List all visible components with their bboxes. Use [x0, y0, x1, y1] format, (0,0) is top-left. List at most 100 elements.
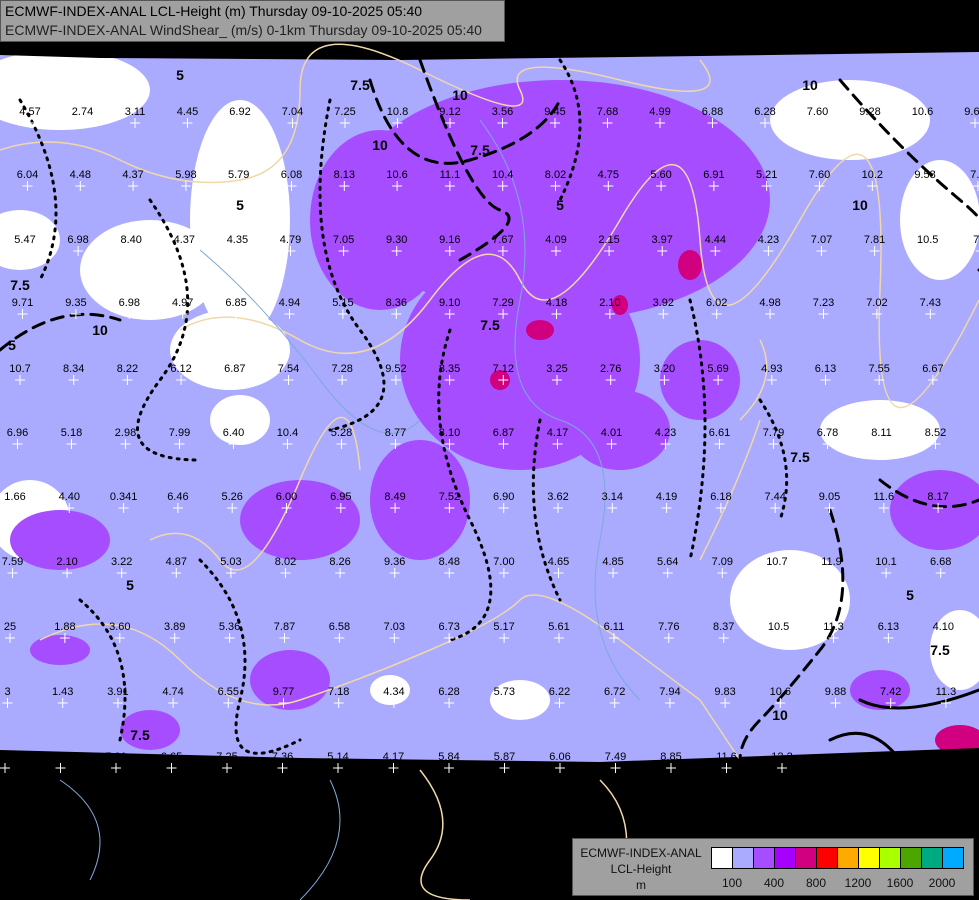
- grid-cross-icon: [284, 309, 295, 319]
- grid-point: 6.58: [329, 621, 350, 643]
- value-label: 4.18: [546, 297, 567, 309]
- grid-point: 9.28: [859, 106, 881, 128]
- grid-cross-icon: [391, 309, 402, 319]
- grid-cross-icon: [874, 375, 885, 385]
- medium-lcl-area: [660, 340, 740, 420]
- value-label: 4.01: [601, 427, 622, 439]
- grid-point: 5.87: [494, 751, 515, 773]
- grid-cross-icon: [940, 698, 951, 708]
- grid-point: 6.65: [161, 751, 182, 773]
- grid-point: 5.17: [493, 621, 515, 643]
- legend-parameter: LCL-Height: [610, 862, 672, 876]
- grid-point: 8.85: [660, 751, 682, 773]
- grid-cross-icon: [970, 118, 979, 128]
- grid-cross-icon: [126, 246, 137, 256]
- contour-label: 7.5: [470, 142, 490, 158]
- value-label: 5.61: [548, 621, 569, 633]
- grid-point: 4.10: [933, 621, 954, 643]
- grid-point: 4.40: [59, 491, 80, 513]
- value-label: 6.18: [710, 491, 731, 503]
- grid-point: 3.56: [492, 106, 513, 128]
- value-label: 3.14: [602, 491, 623, 503]
- grid-cross-icon: [229, 375, 240, 385]
- grid-point: 6.90: [493, 491, 514, 513]
- value-label: 4.79: [280, 234, 301, 246]
- grid-point: 7.29: [492, 297, 514, 319]
- grid-point: 9.58: [914, 169, 936, 191]
- value-label: 7.18: [328, 686, 349, 698]
- grid-cross-icon: [335, 503, 346, 513]
- grid-cross-icon: [444, 375, 455, 385]
- value-label: 11.6: [716, 751, 737, 763]
- value-label: 4.65: [548, 556, 569, 568]
- grid-point: 5.14: [327, 751, 349, 773]
- grid-point: 6.87: [224, 363, 246, 385]
- value-label: 7.52: [439, 491, 460, 503]
- grid-point: 8.11: [871, 427, 892, 449]
- value-label: 3.62: [547, 491, 568, 503]
- contour-label: 7.5: [350, 77, 370, 93]
- grid-point: 2.15: [598, 234, 620, 256]
- value-label: 7.42: [880, 686, 901, 698]
- low-lcl-area: [80, 220, 220, 320]
- value-label: 5.73: [494, 686, 515, 698]
- windshear-contour: [758, 398, 789, 522]
- value-label: 4.23: [655, 427, 676, 439]
- grid-cross-icon: [933, 503, 944, 513]
- value-label: 9.71: [12, 297, 33, 309]
- grid-point: 10.6: [770, 686, 791, 708]
- grid-point: 4.18: [546, 297, 567, 319]
- legend-tick: 100: [721, 876, 743, 890]
- grid-point: 6.98: [119, 297, 140, 319]
- grid-point: 6.73: [438, 621, 460, 643]
- grid-cross-icon: [927, 375, 938, 385]
- grid-cross-icon: [498, 375, 509, 385]
- legend-model: ECMWF-INDEX-ANAL: [580, 846, 702, 860]
- grid-cross-icon: [75, 181, 86, 191]
- value-label: 11.1: [440, 169, 461, 181]
- value-label: 9.16: [439, 234, 460, 246]
- grid-cross-icon: [444, 181, 455, 191]
- grid-point: 9.10: [439, 297, 460, 319]
- value-label: 2.10: [599, 297, 620, 309]
- grid-point: 4.17: [383, 751, 404, 773]
- value-label: 6.08: [281, 169, 302, 181]
- grid-cross-icon: [340, 118, 350, 128]
- value-label: 2.10: [56, 556, 77, 568]
- grid-point: 9.12: [439, 106, 461, 128]
- grid-cross-icon: [499, 763, 510, 773]
- value-label: 8.11: [871, 427, 892, 439]
- grid-cross-icon: [935, 568, 946, 578]
- grid-cross-icon: [179, 246, 190, 256]
- grid-cross-icon: [883, 633, 894, 643]
- value-label: 6.72: [604, 686, 625, 698]
- contour-label: 5: [556, 197, 564, 213]
- value-label: 5.98: [175, 169, 196, 181]
- grid-point: 1.43: [52, 686, 73, 708]
- grid-cross-icon: [717, 568, 728, 578]
- grid-cross-icon: [881, 568, 892, 578]
- grid-cross-icon: [388, 763, 399, 773]
- value-label: 6.91: [703, 169, 724, 181]
- grid-point: 5.61: [548, 621, 570, 643]
- value-label: 8.35: [439, 363, 460, 375]
- legend-swatch: [712, 848, 733, 868]
- grid-point: 9.45: [544, 106, 566, 128]
- grid-cross-icon: [232, 246, 243, 256]
- value-labels: 4.57 2.74 3.11 4.45 6.92 7.04 7.25 10.8 9.12 3.56…: [0, 106, 979, 773]
- value-label: 7.05: [333, 234, 354, 246]
- contour-label: 5: [236, 197, 244, 213]
- title-lcl-height: ECMWF-INDEX-ANAL LCL-Height (m) Thursday…: [5, 3, 423, 19]
- grid-point: 2.10: [599, 297, 621, 319]
- grid-cross-icon: [871, 309, 882, 319]
- grid-point: 1.88: [54, 621, 76, 643]
- grid-point: 0.341: [110, 491, 137, 513]
- value-label: 4.40: [59, 491, 80, 503]
- grid-point: 10.7: [9, 363, 31, 385]
- grid-point: 6.61: [709, 427, 730, 449]
- value-label: 4.75: [598, 169, 619, 181]
- grid-cross-icon: [73, 246, 84, 256]
- grid-point: 7.25: [334, 106, 356, 128]
- grid-cross-icon: [768, 439, 779, 449]
- grid-cross-icon: [554, 633, 564, 643]
